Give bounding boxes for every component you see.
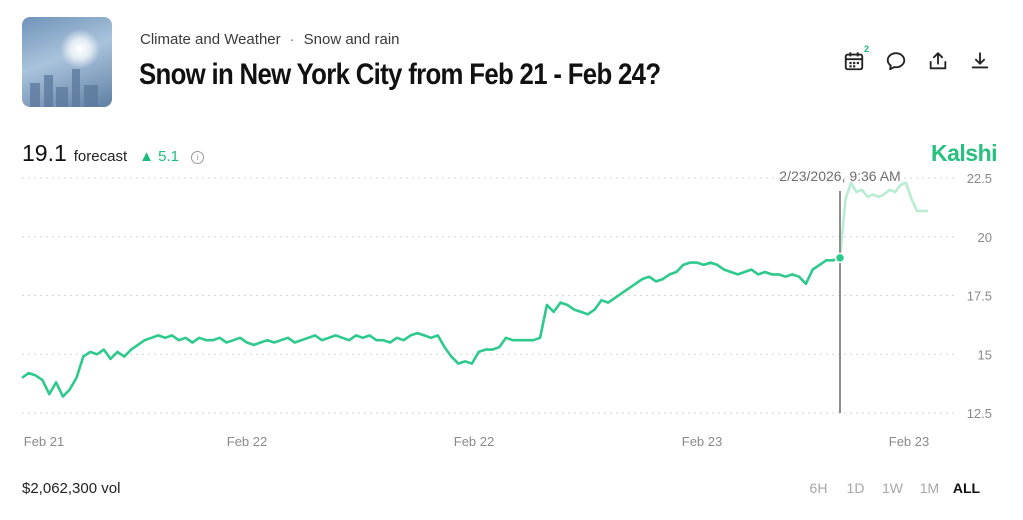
range-6h-button[interactable]: 6H [809, 480, 828, 496]
forecast-value: 19.1 [22, 140, 67, 166]
info-icon[interactable]: i [191, 151, 204, 164]
range-1w-button[interactable]: 1W [882, 480, 903, 496]
y-tick-label: 12.5 [967, 406, 992, 421]
time-range-selector: 6H 1D 1W 1M ALL [800, 480, 985, 496]
building [72, 69, 80, 107]
x-tick-label: Feb 22 [227, 434, 267, 449]
hover-timestamp: 2/23/2026, 9:36 AM [779, 168, 900, 184]
forecast-stat: 19.1 forecast ▲ 5.1 i [22, 140, 204, 167]
toolbar: 2 [843, 44, 993, 74]
share-icon [929, 52, 947, 70]
range-1d-button[interactable]: 1D [846, 480, 865, 496]
range-all-button[interactable]: ALL [952, 480, 981, 496]
range-1m-button[interactable]: 1M [919, 480, 940, 496]
hover-dot [834, 252, 846, 264]
page-title: Snow in New York City from Feb 21 - Feb … [139, 58, 661, 91]
market-thumbnail [22, 17, 112, 107]
building [44, 75, 53, 107]
volume-label: $2,062,300 vol [22, 480, 121, 497]
series-line-history [21, 256, 841, 398]
building [30, 83, 40, 107]
x-tick-label: Feb 23 [889, 434, 929, 449]
breadcrumb-category[interactable]: Climate and Weather [140, 31, 281, 48]
y-tick-label: 17.5 [967, 289, 992, 304]
comment-button[interactable] [885, 50, 909, 74]
calendar-icon [844, 52, 864, 71]
y-tick-label: 20 [978, 230, 992, 245]
forecast-label: forecast [73, 148, 128, 165]
x-tick-label: Feb 22 [454, 434, 494, 449]
y-tick-label: 15 [978, 347, 992, 362]
series-line-future [838, 181, 928, 259]
calendar-button[interactable]: 2 [843, 44, 869, 74]
x-tick-label: Feb 23 [682, 434, 722, 449]
calendar-badge: 2 [864, 44, 870, 54]
download-button[interactable] [969, 50, 993, 74]
breadcrumb-separator: · [289, 31, 295, 48]
forecast-change: ▲ 5.1 [139, 148, 179, 165]
forecast-chart[interactable]: 22.5 20 17.5 15 12.5 Feb 21 Feb 22 Feb 22 Feb 23… [0, 160, 1023, 460]
download-icon [971, 52, 989, 69]
kalshi-logo: Kalshi [931, 140, 998, 166]
breadcrumb-subcategory[interactable]: Snow and rain [303, 31, 400, 48]
share-button[interactable] [927, 50, 951, 74]
building [84, 85, 98, 107]
sun-glare [60, 29, 100, 69]
breadcrumb: Climate and Weather · Snow and rain [140, 31, 400, 48]
comment-icon [886, 52, 906, 71]
building [56, 87, 68, 107]
y-tick-label: 22.5 [967, 171, 992, 186]
x-tick-label: Feb 21 [24, 434, 64, 449]
